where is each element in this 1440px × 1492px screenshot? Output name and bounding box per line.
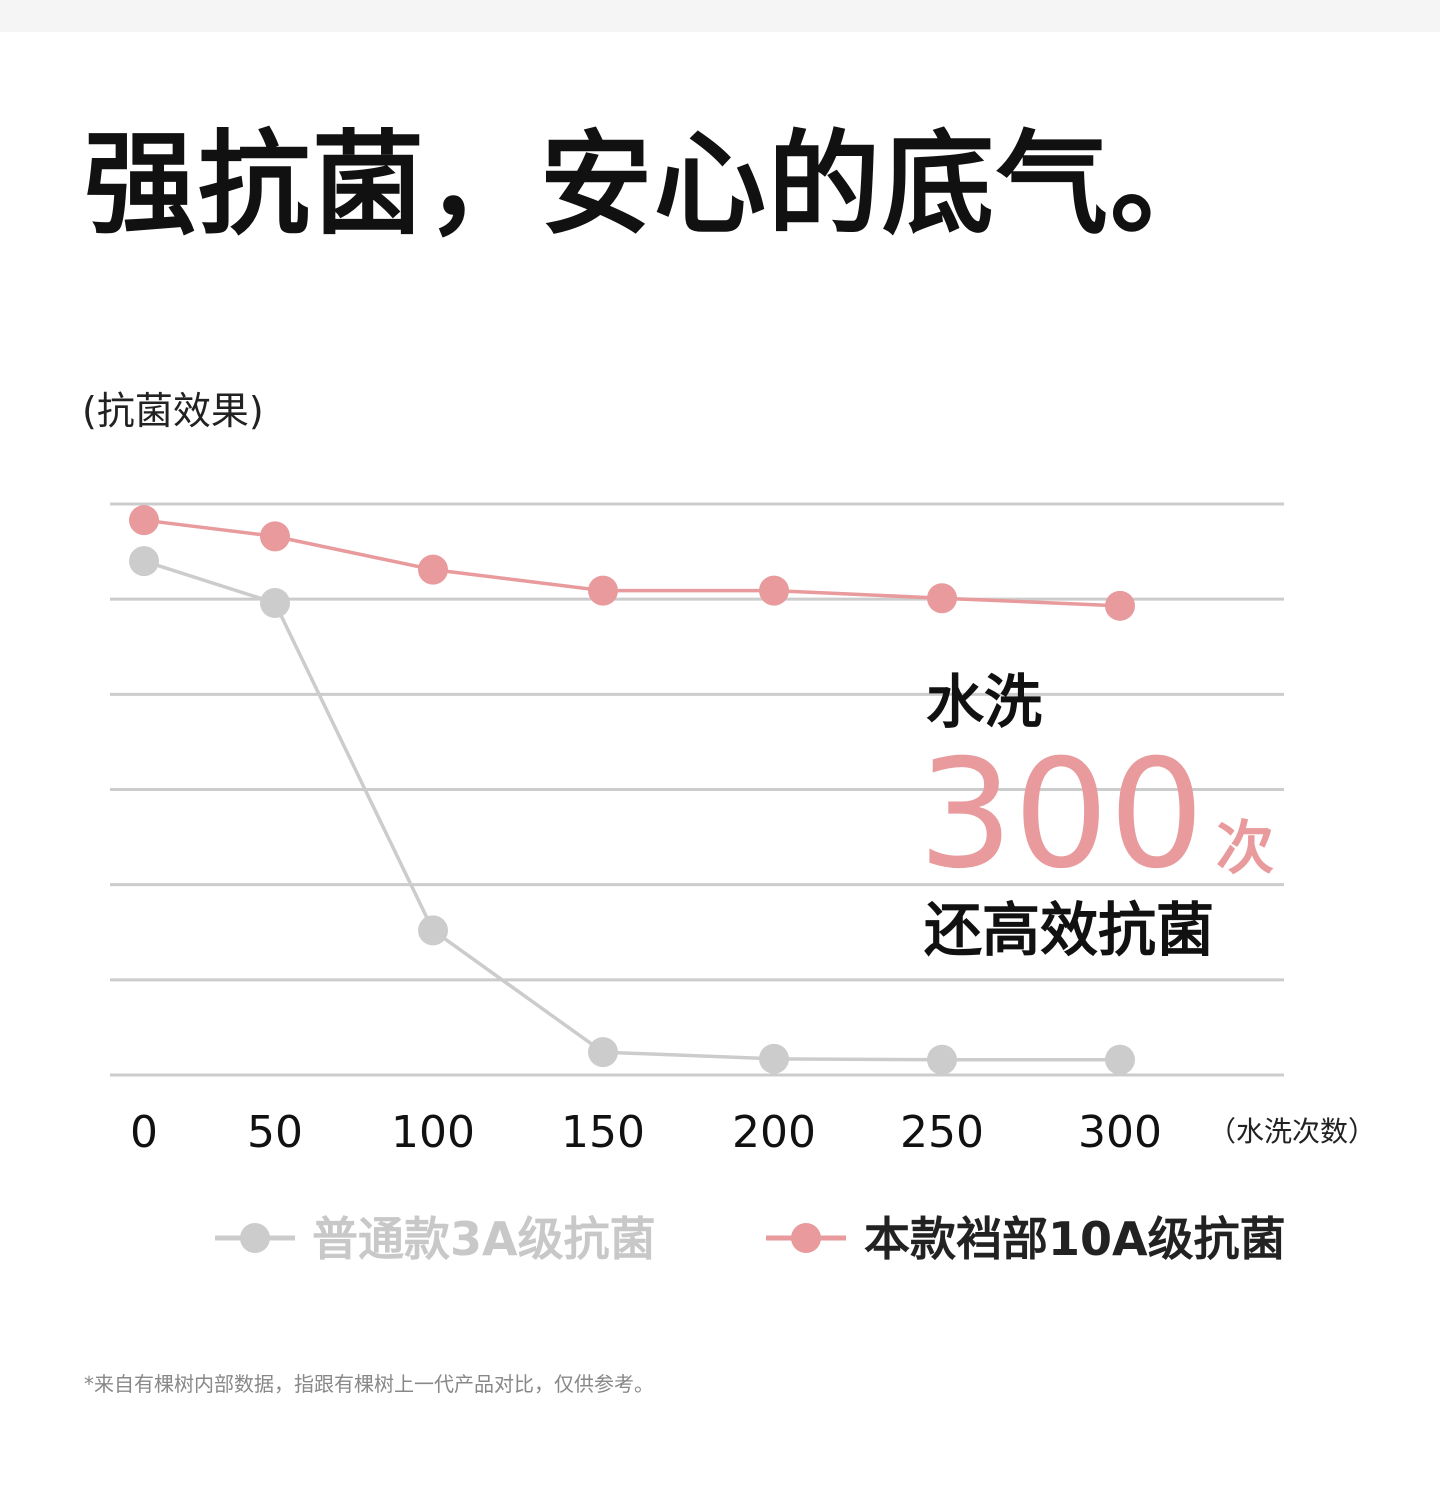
callout-line1: 水洗	[926, 668, 1042, 736]
data-point	[260, 521, 290, 552]
series-lines	[129, 505, 1135, 1075]
series-2	[129, 505, 1135, 621]
x-tick-label: 50	[247, 1107, 303, 1158]
data-point	[129, 505, 159, 536]
x-tick-label: 150	[561, 1107, 645, 1158]
series-line	[143, 518, 1121, 608]
callout-line2: 还高效抗菌	[924, 896, 1214, 964]
data-point	[418, 554, 448, 585]
gridlines	[110, 502, 1284, 1077]
top-strip	[0, 0, 1440, 32]
data-point	[759, 1043, 789, 1074]
data-point	[588, 575, 618, 606]
legend-item: 普通款3A级抗菌	[215, 1212, 656, 1266]
x-axis-label: （水洗次数）	[1208, 1115, 1376, 1148]
x-axis-ticks: 0 50 100 150 200 250 300	[130, 1107, 1162, 1158]
legend-swatch-dot	[791, 1223, 821, 1253]
footnote: *来自有棵树内部数据，指跟有棵树上一代产品对比，仅供参考。	[84, 1372, 654, 1396]
x-tick-label: 100	[391, 1107, 475, 1158]
series-1	[129, 546, 1135, 1075]
data-point	[927, 1044, 957, 1075]
data-point	[588, 1037, 618, 1068]
data-point	[129, 546, 159, 577]
data-point	[1105, 1044, 1135, 1075]
y-axis-label: (抗菌效果)	[82, 389, 264, 433]
legend-label: 本款裆部10A级抗菌	[864, 1212, 1286, 1266]
data-point	[418, 915, 448, 946]
data-point	[759, 575, 789, 606]
legend-item: 本款裆部10A级抗菌	[766, 1212, 1286, 1266]
legend: 普通款3A级抗菌 本款裆部10A级抗菌	[215, 1212, 1286, 1266]
callout-unit: 次	[1216, 814, 1274, 882]
data-point	[1105, 590, 1135, 621]
callout: 水洗 300 次 还高效抗菌	[918, 668, 1274, 964]
callout-number: 300	[918, 728, 1204, 902]
legend-label: 普通款3A级抗菌	[312, 1212, 656, 1266]
x-tick-label: 200	[732, 1107, 816, 1158]
legend-swatch-dot	[240, 1223, 270, 1253]
data-point	[260, 587, 290, 618]
data-point	[927, 583, 957, 614]
x-tick-label: 250	[900, 1107, 984, 1158]
x-tick-label: 300	[1078, 1107, 1162, 1158]
x-tick-label: 0	[130, 1107, 158, 1158]
page-title: 强抗菌，安心的底气。	[84, 120, 1224, 250]
